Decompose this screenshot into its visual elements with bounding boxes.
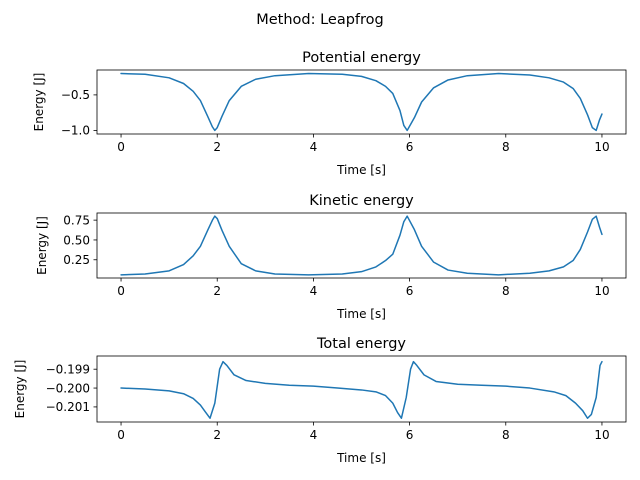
kinetic-energy-xtick-label: 0	[117, 284, 125, 298]
potential-energy-xtick-label: 6	[406, 140, 414, 154]
potential-energy-xtick-label: 4	[310, 140, 318, 154]
kinetic-energy-xtick-label: 6	[406, 284, 414, 298]
total-energy-series-line	[120, 360, 603, 419]
total-energy-axes-frame	[96, 355, 627, 423]
potential-energy-series-line	[120, 72, 603, 132]
kinetic-energy-series-line	[120, 215, 603, 276]
potential-energy-axes-frame	[96, 69, 627, 135]
total-energy-xtick-label: 8	[502, 428, 510, 442]
kinetic-energy-xtick-label: 4	[310, 284, 318, 298]
potential-energy-xtick-label: 8	[502, 140, 510, 154]
potential-energy-title: Potential energy	[302, 50, 421, 66]
potential-energy-panel: 0 2 4 6 8 10 −0.5 −1.0 Potential energy Time [s] E…	[32, 50, 627, 177]
total-energy-xtick-label: 2	[213, 428, 221, 442]
subplots: 0 2 4 6 8 10 −0.5 −1.0 Potential energy Time [s] E…	[13, 50, 627, 465]
potential-energy-ylabel: Energy [J]	[32, 73, 46, 132]
figure-suptitle: Method: Leapfrog	[256, 12, 384, 28]
kinetic-energy-xlabel: Time [s]	[336, 307, 386, 321]
total-energy-xtick-label: 4	[310, 428, 318, 442]
kinetic-energy-axes-frame	[96, 212, 627, 279]
potential-energy-ytick-label: −1.0	[61, 124, 90, 138]
total-energy-ylabel: Energy [J]	[13, 360, 27, 419]
potential-energy-ytick-label: −0.5	[61, 88, 90, 102]
total-energy-ytick-label: −0.201	[46, 400, 90, 414]
total-energy-ytick-label: −0.199	[46, 363, 90, 377]
total-energy-panel: 0 2 4 6 8 10 −0.199 −0.200 −0.201 Total energy Tim…	[13, 336, 627, 465]
kinetic-energy-ylabel: Energy [J]	[35, 216, 49, 275]
kinetic-energy-xtick-label: 10	[594, 284, 609, 298]
kinetic-energy-xtick-label: 2	[213, 284, 221, 298]
potential-energy-xtick-label: 2	[213, 140, 221, 154]
total-energy-xlabel: Time [s]	[336, 451, 386, 465]
potential-energy-xtick-label: 0	[117, 140, 125, 154]
kinetic-energy-ytick-label: 0.50	[63, 233, 90, 247]
kinetic-energy-ytick-label: 0.25	[63, 253, 90, 267]
potential-energy-xlabel: Time [s]	[336, 163, 386, 177]
total-energy-title: Total energy	[316, 336, 406, 352]
kinetic-energy-xtick-label: 8	[502, 284, 510, 298]
total-energy-xtick-label: 10	[594, 428, 609, 442]
kinetic-energy-ytick-label: 0.75	[63, 213, 90, 227]
total-energy-xtick-label: 0	[117, 428, 125, 442]
total-energy-xtick-label: 6	[406, 428, 414, 442]
total-energy-ytick-label: −0.200	[46, 381, 90, 395]
kinetic-energy-panel: 0 2 4 6 8 10 0.75 0.50 0.25 Kinetic energy Time [s…	[35, 193, 627, 321]
kinetic-energy-title: Kinetic energy	[309, 193, 414, 209]
potential-energy-xtick-label: 10	[594, 140, 609, 154]
